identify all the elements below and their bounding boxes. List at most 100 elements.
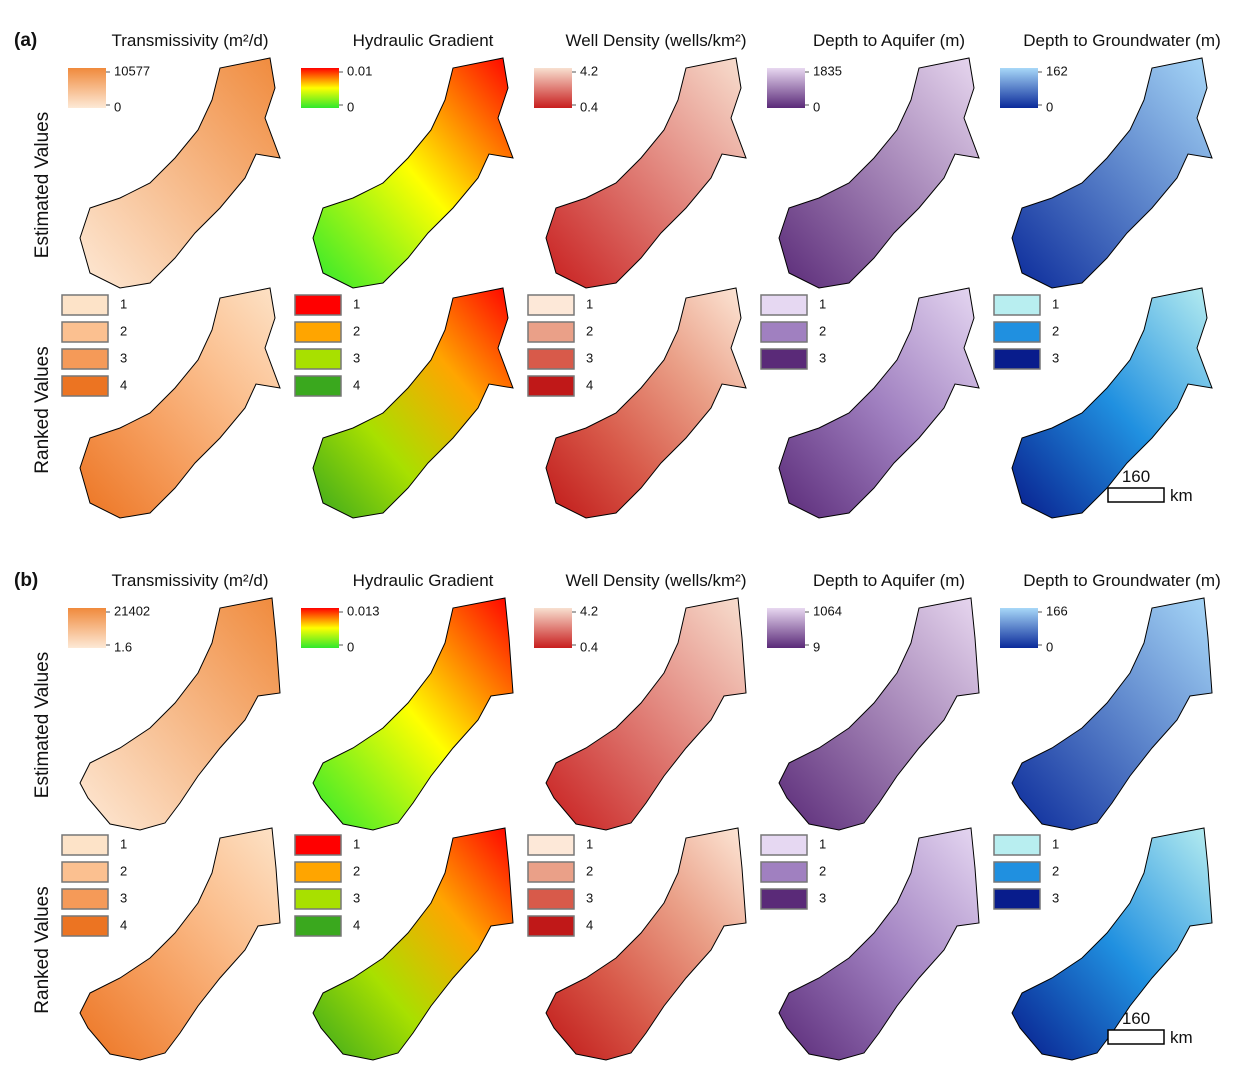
legend-swatch — [994, 295, 1040, 315]
legend-max: 1064 — [813, 603, 842, 618]
legend-swatch — [528, 835, 574, 855]
legend-max: 21402 — [114, 603, 150, 618]
legend-swatch — [295, 916, 341, 936]
legend-swatch — [761, 349, 807, 369]
scale-distance: 160 — [1122, 467, 1150, 486]
column-title: Depth to Aquifer (m) — [813, 571, 965, 590]
legend-swatch — [994, 835, 1040, 855]
legend-swatch — [62, 835, 108, 855]
column-title: Well Density (wells/km²) — [565, 31, 746, 50]
legend-class: 1 — [353, 836, 360, 851]
map-region — [80, 828, 280, 1060]
map-region — [1012, 288, 1212, 518]
map-region — [1012, 828, 1212, 1060]
legend-swatch — [761, 295, 807, 315]
map-region — [313, 828, 513, 1060]
legend-min: 0 — [1046, 639, 1053, 654]
scale-unit: km — [1170, 1028, 1193, 1047]
scale-unit: km — [1170, 486, 1193, 505]
legend-max: 10577 — [114, 63, 150, 78]
legend-max: 0.013 — [347, 603, 380, 618]
map-region — [1012, 58, 1212, 288]
legend-class: 3 — [353, 890, 360, 905]
legend-class: 3 — [353, 350, 360, 365]
legend-class: 1 — [120, 296, 127, 311]
legend-swatch — [761, 862, 807, 882]
legend-gradient — [767, 608, 805, 648]
legend-swatch — [994, 322, 1040, 342]
legend-swatch — [528, 889, 574, 909]
legend-swatch — [761, 835, 807, 855]
legend-class: 1 — [120, 836, 127, 851]
legend-min: 0 — [347, 639, 354, 654]
legend-swatch — [528, 349, 574, 369]
legend-class: 3 — [586, 350, 593, 365]
legend-class: 2 — [586, 323, 593, 338]
legend-class: 1 — [1052, 296, 1059, 311]
legend-gradient — [68, 608, 106, 648]
legend-class: 3 — [586, 890, 593, 905]
legend-class: 4 — [586, 917, 593, 932]
legend-swatch — [295, 322, 341, 342]
legend-swatch — [994, 349, 1040, 369]
legend-swatch — [295, 295, 341, 315]
legend-gradient — [1000, 608, 1038, 648]
legend-max: 162 — [1046, 63, 1068, 78]
legend-swatch — [295, 376, 341, 396]
column-title: Hydraulic Gradient — [353, 31, 494, 50]
legend-swatch — [62, 349, 108, 369]
map-region — [313, 598, 513, 830]
legend-min: 9 — [813, 639, 820, 654]
map-region — [313, 288, 513, 518]
map-region — [779, 828, 979, 1060]
map-region — [1012, 598, 1212, 830]
scale-bar — [1108, 488, 1164, 502]
column-title: Transmissivity (m²/d) — [111, 571, 268, 590]
legend-swatch — [528, 295, 574, 315]
legend-class: 4 — [353, 917, 360, 932]
column-title: Well Density (wells/km²) — [565, 571, 746, 590]
legend-class: 2 — [819, 323, 826, 338]
legend-class: 4 — [586, 377, 593, 392]
legend-min: 0 — [813, 99, 820, 114]
legend-gradient — [767, 68, 805, 108]
legend-gradient — [301, 68, 339, 108]
legend-class: 3 — [120, 890, 127, 905]
legend-swatch — [62, 376, 108, 396]
legend-min: 0 — [347, 99, 354, 114]
legend-class: 1 — [586, 836, 593, 851]
legend-swatch — [994, 862, 1040, 882]
map-region — [546, 598, 746, 830]
legend-class: 4 — [353, 377, 360, 392]
row-label: Estimated Values — [32, 112, 53, 258]
scale-bar — [1108, 1030, 1164, 1044]
map-region — [779, 58, 979, 288]
legend-max: 4.2 — [580, 63, 598, 78]
legend-class: 1 — [819, 296, 826, 311]
panel-label: (b) — [14, 570, 38, 591]
map-region — [779, 598, 979, 830]
legend-swatch — [62, 295, 108, 315]
legend-class: 2 — [819, 863, 826, 878]
legend-max: 1835 — [813, 63, 842, 78]
legend-class: 3 — [1052, 350, 1059, 365]
legend-class: 2 — [120, 323, 127, 338]
legend-min: 1.6 — [114, 639, 132, 654]
legend-class: 4 — [120, 917, 127, 932]
legend-class: 2 — [1052, 863, 1059, 878]
legend-min: 0 — [1046, 99, 1053, 114]
column-title: Depth to Groundwater (m) — [1023, 571, 1220, 590]
legend-gradient — [1000, 68, 1038, 108]
legend-class: 4 — [120, 377, 127, 392]
legend-class: 1 — [586, 296, 593, 311]
legend-class: 1 — [1052, 836, 1059, 851]
scale-distance: 160 — [1122, 1009, 1150, 1028]
legend-min: 0.4 — [580, 99, 598, 114]
legend-swatch — [62, 916, 108, 936]
legend-swatch — [528, 916, 574, 936]
legend-swatch — [295, 862, 341, 882]
legend-gradient — [534, 68, 572, 108]
row-label: Ranked Values — [32, 886, 53, 1013]
legend-class: 2 — [1052, 323, 1059, 338]
